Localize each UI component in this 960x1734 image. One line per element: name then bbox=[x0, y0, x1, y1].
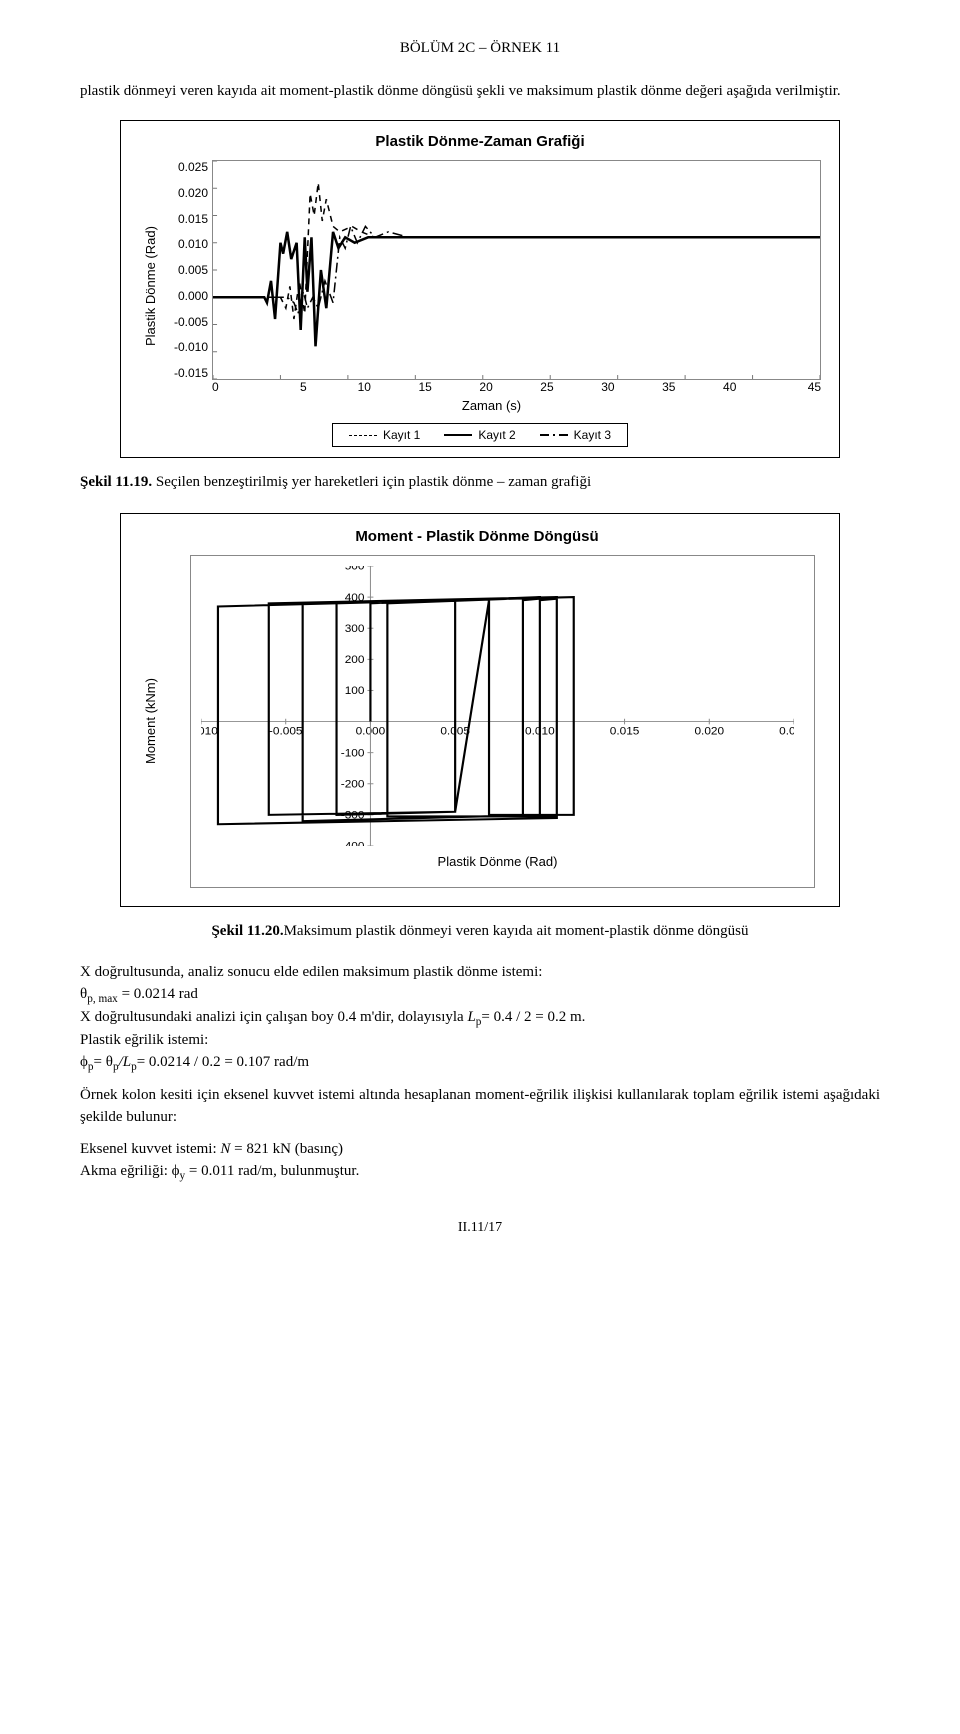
chart2-xlabel: Plastik Dönme (Rad) bbox=[201, 854, 794, 869]
para1d: Plastik eğrilik istemi: bbox=[80, 1032, 208, 1048]
chart1-ylabel: Plastik Dönme (Rad) bbox=[139, 160, 162, 413]
page-header: BÖLÜM 2C – ÖRNEK 11 bbox=[80, 40, 880, 57]
legend-label: Kayıt 3 bbox=[574, 428, 611, 442]
legend-item: Kayıt 3 bbox=[540, 428, 611, 442]
legend-line-icon bbox=[444, 434, 472, 436]
fig1-text: Seçilen benzeştirilmiş yer hareketleri i… bbox=[152, 474, 591, 490]
theta-sub: p, max bbox=[87, 993, 118, 1005]
svg-text:-400: -400 bbox=[341, 841, 365, 846]
legend-line-icon bbox=[540, 434, 568, 436]
svg-text:100: 100 bbox=[345, 685, 365, 697]
chart2-ylabel: Moment (kNm) bbox=[139, 555, 162, 888]
legend-line-icon bbox=[349, 435, 377, 436]
chart1-title: Plastik Dönme-Zaman Grafiği bbox=[139, 133, 821, 150]
chart2-plot-inner: 500400300200100-100-200-300-400-0.010-0.… bbox=[190, 555, 815, 888]
legend-label: Kayıt 1 bbox=[383, 428, 420, 442]
chart1-yticks: 0.0250.0200.0150.0100.0050.000-0.005-0.0… bbox=[162, 160, 212, 380]
legend-item: Kayıt 2 bbox=[444, 428, 515, 442]
svg-text:-100: -100 bbox=[341, 748, 365, 760]
chart2-title: Moment - Plastik Dönme Döngüsü bbox=[139, 528, 815, 545]
phi-end: = 0.0214 / 0.2 = 0.107 rad/m bbox=[137, 1054, 309, 1070]
chart2-container: Moment - Plastik Dönme Döngüsü Moment (k… bbox=[120, 513, 840, 907]
para3b-end: = 0.011 rad/m, bulunmuştur. bbox=[185, 1163, 359, 1179]
para3a-end: = 821 kN (basınç) bbox=[230, 1141, 343, 1157]
chart1-svg bbox=[212, 160, 821, 380]
figure-caption-2: Şekil 11.20.Maksimum plastik dönmeyi ver… bbox=[80, 921, 880, 942]
legend-item: Kayıt 1 bbox=[349, 428, 420, 442]
chart1-plot-area: 0.0250.0200.0150.0100.0050.000-0.005-0.0… bbox=[162, 160, 821, 380]
chart1-container: Plastik Dönme-Zaman Grafiği Plastik Dönm… bbox=[120, 120, 840, 458]
para1c-end: = 0.4 / 2 = 0.2 m. bbox=[481, 1009, 585, 1025]
legend-label: Kayıt 2 bbox=[478, 428, 515, 442]
chart1-legend: Kayıt 1 Kayıt 2 Kayıt 3 bbox=[332, 423, 628, 447]
chart2-svg: 500400300200100-100-200-300-400-0.010-0.… bbox=[201, 566, 794, 846]
n-var: N bbox=[220, 1141, 230, 1157]
page-number: II.11/17 bbox=[80, 1220, 880, 1236]
theta-val: = 0.0214 rad bbox=[118, 986, 198, 1002]
intro-paragraph: plastik dönmeyi veren kayıda ait moment-… bbox=[80, 81, 880, 102]
phi-mid2: /L bbox=[119, 1054, 132, 1070]
phi-mid: = θ bbox=[94, 1054, 113, 1070]
svg-text:500: 500 bbox=[345, 566, 365, 573]
fig2-label: Şekil 11.20. bbox=[211, 923, 283, 939]
svg-text:300: 300 bbox=[345, 623, 365, 635]
para3a-prefix: Eksenel kuvvet istemi: bbox=[80, 1141, 220, 1157]
para3b-prefix: Akma eğriliği: ϕ bbox=[80, 1163, 180, 1179]
chart1-xlabel: Zaman (s) bbox=[162, 398, 821, 413]
para1a: X doğrultusunda, analiz sonucu elde edil… bbox=[80, 964, 542, 980]
figure-caption-1: Şekil 11.19. Seçilen benzeştirilmiş yer … bbox=[80, 472, 880, 493]
para1c: X doğrultusundaki analizi için çalışan b… bbox=[80, 1009, 467, 1025]
svg-text:0.025: 0.025 bbox=[779, 726, 794, 738]
svg-text:0.020: 0.020 bbox=[694, 726, 724, 738]
svg-text:0.015: 0.015 bbox=[610, 726, 640, 738]
phi-sym: ϕ bbox=[80, 1054, 88, 1070]
para-axial: Eksenel kuvvet istemi: N = 821 kN (basın… bbox=[80, 1139, 880, 1184]
fig1-label: Şekil 11.19. bbox=[80, 474, 152, 490]
svg-text:-0.010: -0.010 bbox=[201, 726, 218, 738]
svg-text:200: 200 bbox=[345, 654, 365, 666]
chart1-xticks: 051015202530354045 bbox=[212, 380, 821, 394]
para-moment-curv: Örnek kolon kesiti için eksenel kuvvet i… bbox=[80, 1085, 880, 1129]
fig2-text: Maksimum plastik dönmeyi veren kayıda ai… bbox=[284, 923, 749, 939]
lp-var: L bbox=[467, 1009, 475, 1025]
svg-text:-0.005: -0.005 bbox=[269, 726, 303, 738]
svg-text:-200: -200 bbox=[341, 779, 365, 791]
para-xdir-1: X doğrultusunda, analiz sonucu elde edil… bbox=[80, 962, 880, 1075]
